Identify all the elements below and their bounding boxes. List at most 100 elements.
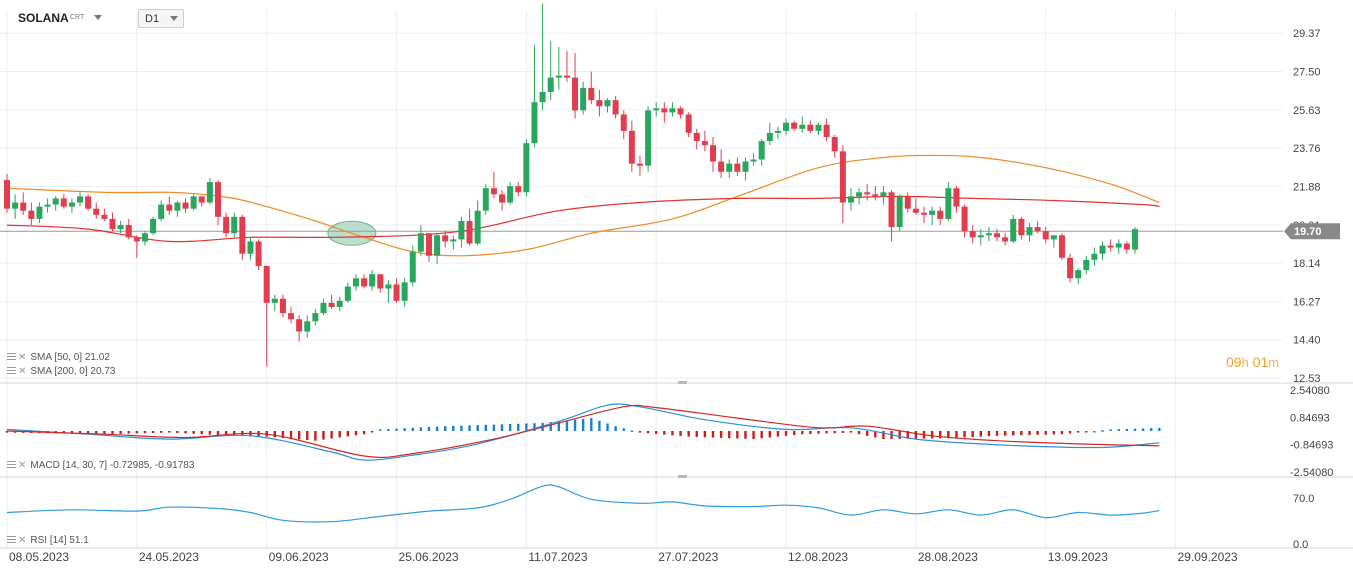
candle (929, 206, 936, 226)
candle-body (377, 274, 384, 289)
candle-body (77, 196, 84, 203)
candle-body (710, 145, 717, 162)
macd-histogram (5, 418, 1161, 441)
candle-body (628, 130, 635, 164)
candle (1034, 220, 1041, 234)
candle-body (515, 186, 522, 193)
macd-histogram-bar (955, 431, 958, 438)
candle-body (1099, 245, 1106, 254)
chevron-down-icon (170, 16, 178, 21)
candle-body (4, 180, 10, 209)
settings-icon[interactable] (7, 461, 16, 469)
candle (547, 40, 554, 101)
settings-icon[interactable] (7, 536, 16, 544)
candle (847, 188, 854, 211)
macd-histogram-bar (362, 431, 366, 435)
candle (434, 233, 441, 264)
macd-histogram-bar (841, 431, 845, 433)
macd-axis-label: -2.54080 (1290, 467, 1333, 479)
macd-histogram-bar (1101, 430, 1104, 432)
candle-body (937, 210, 944, 219)
macd-histogram-bar (703, 431, 707, 438)
remove-icon[interactable]: ✕ (18, 460, 27, 471)
macd-histogram-bar (492, 424, 496, 431)
candle-body (588, 87, 595, 101)
candle-body (1058, 235, 1065, 258)
legend-macd[interactable]: ✕ MACD [14, 30, 7] -0.72985, -0.91783 (7, 460, 194, 471)
macd-histogram-bar (338, 431, 341, 438)
symbol-dropdown-icon[interactable] (94, 15, 102, 20)
legend-sma200[interactable]: ✕ SMA [200, 0] 20.73 (7, 366, 115, 377)
candle (645, 106, 652, 172)
macd-histogram-bar (979, 431, 982, 437)
candle (677, 106, 684, 119)
candle (450, 235, 457, 250)
countdown-minutes: 01 (1252, 354, 1269, 370)
remove-icon[interactable]: ✕ (18, 366, 27, 377)
candle (563, 51, 570, 82)
macd-histogram-bar (638, 431, 642, 433)
candle-body (482, 188, 489, 211)
macd-histogram-bar (939, 431, 942, 439)
candle (807, 120, 814, 133)
macd-histogram-bar (930, 431, 934, 439)
candle (1123, 241, 1130, 254)
macd-histogram-bar (622, 428, 625, 431)
candle-body (847, 196, 854, 203)
candle-body (369, 274, 376, 287)
candle-body (685, 114, 692, 133)
candle (1058, 233, 1065, 260)
macd-histogram-bar (13, 431, 17, 433)
legend-sma50[interactable]: ✕ SMA [50, 0] 21.02 (7, 352, 110, 363)
candle-body (896, 196, 903, 228)
candle (742, 157, 749, 181)
macd-histogram-bar (971, 431, 974, 438)
remove-icon[interactable]: ✕ (18, 352, 27, 363)
settings-icon[interactable] (7, 353, 16, 361)
candle-body (661, 108, 668, 113)
candle-body (1083, 259, 1090, 271)
macd-histogram-bar (1020, 431, 1023, 436)
settings-icon[interactable] (7, 367, 16, 375)
candle-body (1018, 218, 1025, 236)
countdown-hours: 09 (1226, 354, 1242, 370)
symbol-selector[interactable]: SOLANA (18, 11, 69, 25)
macd-histogram-bar (598, 420, 601, 431)
remove-icon[interactable]: ✕ (18, 535, 27, 546)
macd-histogram-bar (995, 431, 999, 436)
macd-histogram-bar (573, 419, 577, 431)
macd-histogram-bar (419, 427, 423, 431)
candle-body (158, 204, 165, 219)
macd-histogram-bar (857, 431, 861, 435)
macd-histogram-bar (273, 431, 276, 438)
candle (653, 102, 660, 117)
macd-histogram-bar (565, 420, 569, 431)
candle-body (872, 194, 879, 197)
macd-histogram-bar (379, 429, 382, 431)
macd-histogram-bar (330, 431, 333, 439)
candle-body (1067, 257, 1074, 279)
candle (904, 192, 911, 213)
candle (1091, 247, 1098, 267)
candle-body (223, 216, 230, 234)
macd-histogram-bar (687, 431, 690, 437)
candle (352, 274, 359, 291)
candle-body (701, 141, 708, 146)
candle (823, 118, 830, 142)
legend-rsi[interactable]: ✕ RSI [14] 51.1 (7, 535, 89, 546)
candle (361, 274, 368, 289)
timeframe-select[interactable]: D1 (138, 9, 184, 28)
macd-histogram-bar (614, 426, 617, 431)
candle-body (133, 237, 140, 242)
macd-histogram-bar (1109, 429, 1112, 431)
macd-histogram-bar (460, 425, 463, 431)
macd-histogram-bar (768, 431, 772, 438)
candle-body (929, 210, 936, 215)
candle-body (920, 212, 927, 215)
candle (766, 122, 773, 146)
macd-histogram-bar (411, 427, 414, 431)
macd-histogram-bar (200, 431, 203, 435)
countdown-m-unit: m (1268, 355, 1280, 370)
candle-body (255, 241, 262, 267)
